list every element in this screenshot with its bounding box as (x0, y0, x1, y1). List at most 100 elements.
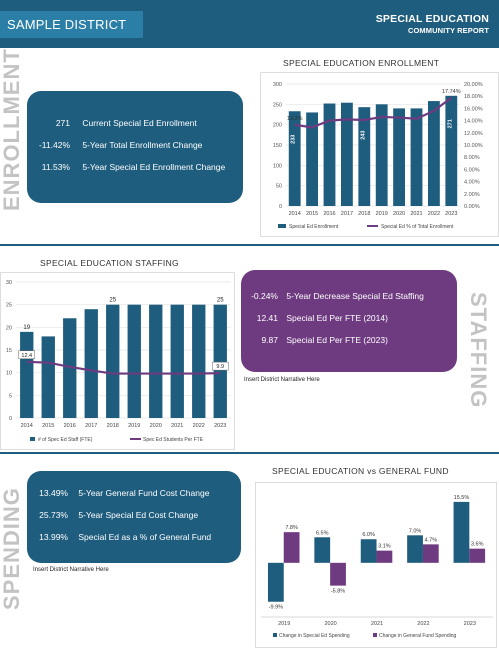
x-tick-label: 2016 (323, 211, 335, 217)
spending-stats-panel: 13.49% 5-Year General Fund Cost Change 2… (27, 471, 241, 563)
legend-label: Change in Special Ed Spending (279, 633, 350, 639)
y2-tick-label: 14.00% (464, 119, 483, 125)
x-tick-label: 2020 (393, 211, 405, 217)
stat-value: 25.73% (39, 510, 68, 520)
section-divider (0, 244, 499, 246)
y-tick-label: 0 (279, 204, 282, 210)
y-tick-label: 15 (6, 348, 12, 354)
y2-tick-label: 6.00% (464, 167, 480, 173)
bar (306, 112, 319, 206)
bar (407, 535, 423, 563)
legend-label: # of Spec Ed Staff (FTE) (38, 437, 93, 443)
stat-value: -11.42% (38, 140, 70, 150)
staffing-chart-title: SPECIAL EDUCATION STAFFING (40, 258, 179, 268)
x-tick-label: 2017 (85, 423, 97, 429)
stat-label: Special Ed Per FTE (2023) (286, 335, 388, 345)
bar-data-label: 6.5% (316, 530, 329, 536)
bar (422, 544, 439, 563)
y2-tick-label: 18.00% (464, 94, 483, 100)
stat-row: 9.87 Special Ed Per FTE (2023) (241, 335, 388, 345)
staffing-stats-panel: -0.24% 5-Year Decrease Special Ed Staffi… (241, 270, 457, 372)
enrollment-stats-panel: 271 Current Special Ed Enrollment -11.42… (27, 91, 243, 203)
district-name: SAMPLE DISTRICT (0, 11, 143, 38)
bar (330, 562, 346, 586)
legend-swatch (30, 437, 35, 441)
line-series (26, 360, 221, 375)
stat-value: 13.99% (39, 532, 68, 542)
section-label-enrollment: ENROLLMENT (0, 48, 24, 211)
stat-label: Current Special Ed Enrollment (82, 118, 197, 128)
spending-chart-title: SPECIAL EDUCATION vs GENERAL FUND (272, 466, 449, 476)
x-tick-label: 2020 (324, 621, 336, 627)
stat-row: 271 Current Special Ed Enrollment (27, 118, 197, 128)
stat-row: 25.73% 5-Year Special Ed Cost Change (27, 510, 198, 520)
section-divider (0, 452, 499, 454)
x-tick-label: 2022 (193, 423, 205, 429)
x-tick-label: 2023 (464, 621, 476, 627)
bar (323, 103, 336, 206)
stat-value: 11.53% (41, 162, 70, 172)
staffing-chart: 0 5 10 15 20 25 30 2014 2015 2016 2017 2018 2019 2020… (0, 272, 235, 450)
stat-row: -11.42% 5-Year Total Enrollment Change (27, 140, 202, 150)
y2-tick-label: 12.00% (464, 131, 483, 137)
x-tick-label: 2014 (289, 211, 301, 217)
x-tick-label: 2023 (445, 211, 457, 217)
bar (376, 550, 393, 563)
x-tick-label: 2016 (64, 423, 76, 429)
y-tick-label: 20 (6, 325, 12, 331)
report-title-line1: SPECIAL EDUCATION (375, 13, 489, 25)
stat-value: 13.49% (39, 488, 68, 498)
bar (106, 304, 120, 418)
bar (410, 108, 423, 206)
stat-value: 9.87 (261, 335, 278, 345)
bar (63, 318, 77, 418)
bar-data-label: 25 (109, 298, 116, 304)
bar (170, 304, 184, 418)
staffing-narrative: Insert District Narrative Here (244, 377, 320, 383)
bar (469, 548, 486, 563)
legend-label: Special Ed Enrollment (289, 224, 339, 230)
y2-tick-label: 10.00% (464, 143, 483, 149)
y-tick-label: 50 (276, 184, 282, 190)
chart-frame (0, 272, 235, 450)
section-label-spending: SPENDING (0, 487, 24, 610)
line-data-label: 12.4 (21, 353, 32, 359)
stat-label: 5-Year Decrease Special Ed Staffing (286, 291, 424, 301)
stat-value: 12.41 (256, 313, 278, 323)
x-tick-label: 2014 (21, 423, 33, 429)
legend-swatch (278, 224, 286, 228)
legend-label: Spec Ed Students Per FTE (143, 437, 204, 443)
bar-data-label: -5.8% (331, 589, 345, 595)
x-tick-label: 2018 (358, 211, 370, 217)
x-tick-label: 2021 (371, 621, 383, 627)
y2-tick-label: 20.00% (464, 82, 483, 88)
spending-chart: -9.9% 7.8% 2019 6.5% -5.8% 2020 6.0%3.1% 2021 7.… (255, 482, 497, 648)
y-tick-label: 5 (9, 393, 12, 399)
legend-swatch (367, 225, 378, 227)
bar-data-label: 7.0% (409, 528, 422, 534)
x-tick-label: 2019 (376, 211, 388, 217)
bar-data-label: 15.5% (454, 495, 470, 501)
x-tick-label: 2015 (42, 423, 54, 429)
stat-label: 5-Year Special Ed Enrollment Change (82, 162, 226, 172)
bar (267, 562, 284, 602)
bar (340, 102, 353, 206)
y2-tick-label: 16.00% (464, 106, 483, 112)
bar (20, 331, 34, 418)
legend-swatch (130, 438, 141, 440)
y-tick-label: 250 (273, 102, 282, 108)
bar (192, 304, 206, 418)
section-label-staffing: STAFFING (466, 292, 491, 409)
bar (393, 108, 406, 206)
report-title-line2: COMMUNITY REPORT (407, 26, 489, 35)
bar-data-label: 3.1% (378, 544, 391, 550)
bar (288, 111, 301, 206)
bar-data-label: 7.8% (285, 525, 298, 531)
bar (213, 304, 227, 418)
legend-label: Special Ed % of Total Enrollment (381, 224, 454, 230)
x-tick-label: 2021 (171, 423, 183, 429)
bar (358, 107, 371, 206)
x-tick-label: 2022 (417, 621, 429, 627)
stat-value: 271 (55, 118, 70, 128)
bar-data-label: 19 (23, 325, 30, 331)
